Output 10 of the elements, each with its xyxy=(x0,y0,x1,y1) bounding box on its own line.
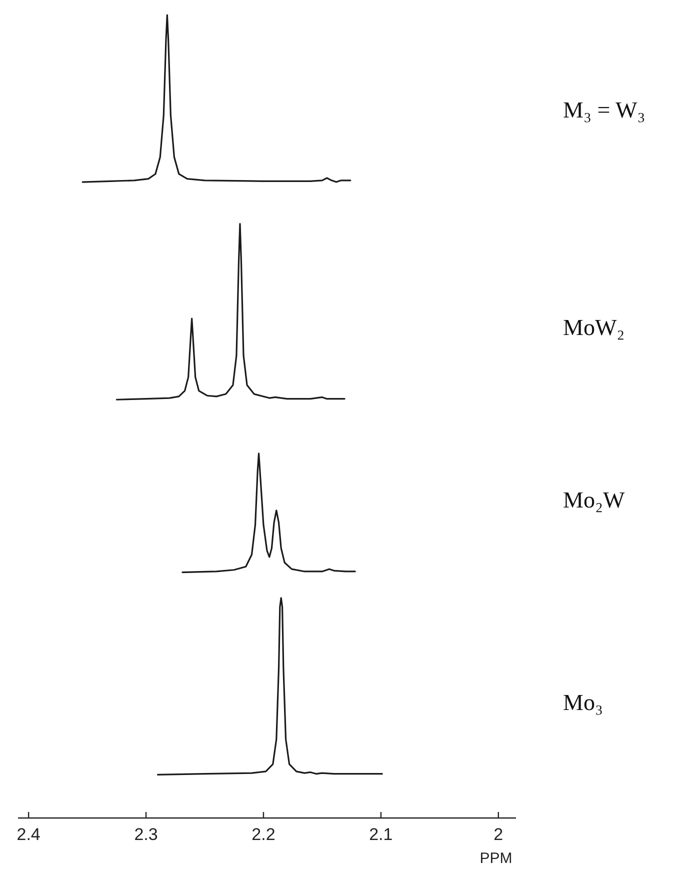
text: MoW₂ xyxy=(563,314,625,340)
x-tick-label: 2.1 xyxy=(369,825,393,844)
x-tick-label: 2.4 xyxy=(16,825,40,844)
text: Mo₃ xyxy=(563,690,603,715)
x-axis-title: PPM xyxy=(480,850,512,867)
x-tick-label: 2 xyxy=(494,825,504,844)
text: M₃ = W₃ xyxy=(563,97,646,122)
x-tick-label: 2.3 xyxy=(134,825,158,844)
text: Mo₂W xyxy=(563,488,625,513)
x-tick-label: 2.2 xyxy=(252,825,276,844)
